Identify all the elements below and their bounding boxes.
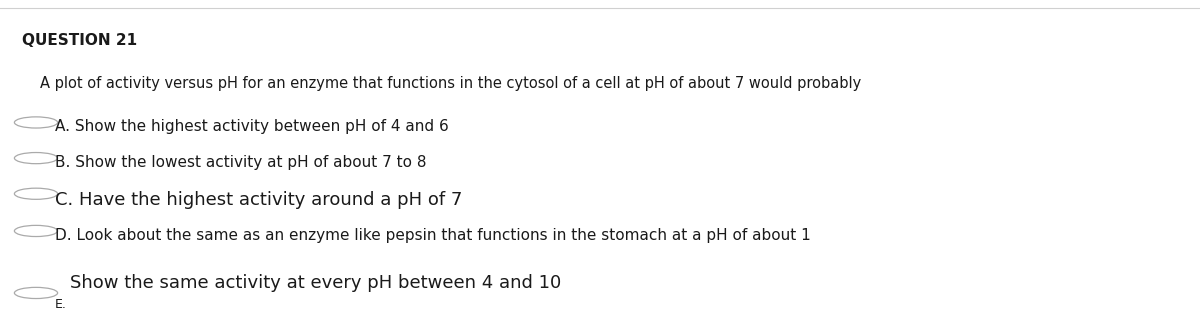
Text: E.: E.: [55, 298, 67, 310]
Text: Show the same activity at every pH between 4 and 10: Show the same activity at every pH betwe…: [70, 274, 560, 292]
Text: C. Have the highest activity around a pH of 7: C. Have the highest activity around a pH…: [55, 191, 462, 209]
Text: QUESTION 21: QUESTION 21: [22, 33, 137, 47]
Text: D. Look about the same as an enzyme like pepsin that functions in the stomach at: D. Look about the same as an enzyme like…: [55, 228, 811, 243]
Text: B. Show the lowest activity at pH of about 7 to 8: B. Show the lowest activity at pH of abo…: [55, 155, 427, 170]
Text: A. Show the highest activity between pH of 4 and 6: A. Show the highest activity between pH …: [55, 119, 449, 134]
Text: A plot of activity versus pH for an enzyme that functions in the cytosol of a ce: A plot of activity versus pH for an enzy…: [40, 76, 860, 91]
